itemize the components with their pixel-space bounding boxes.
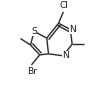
Text: Cl: Cl [59,1,68,10]
Text: N: N [69,25,76,34]
Text: Br: Br [27,67,37,76]
Text: S: S [31,27,37,36]
Text: N: N [62,51,69,60]
